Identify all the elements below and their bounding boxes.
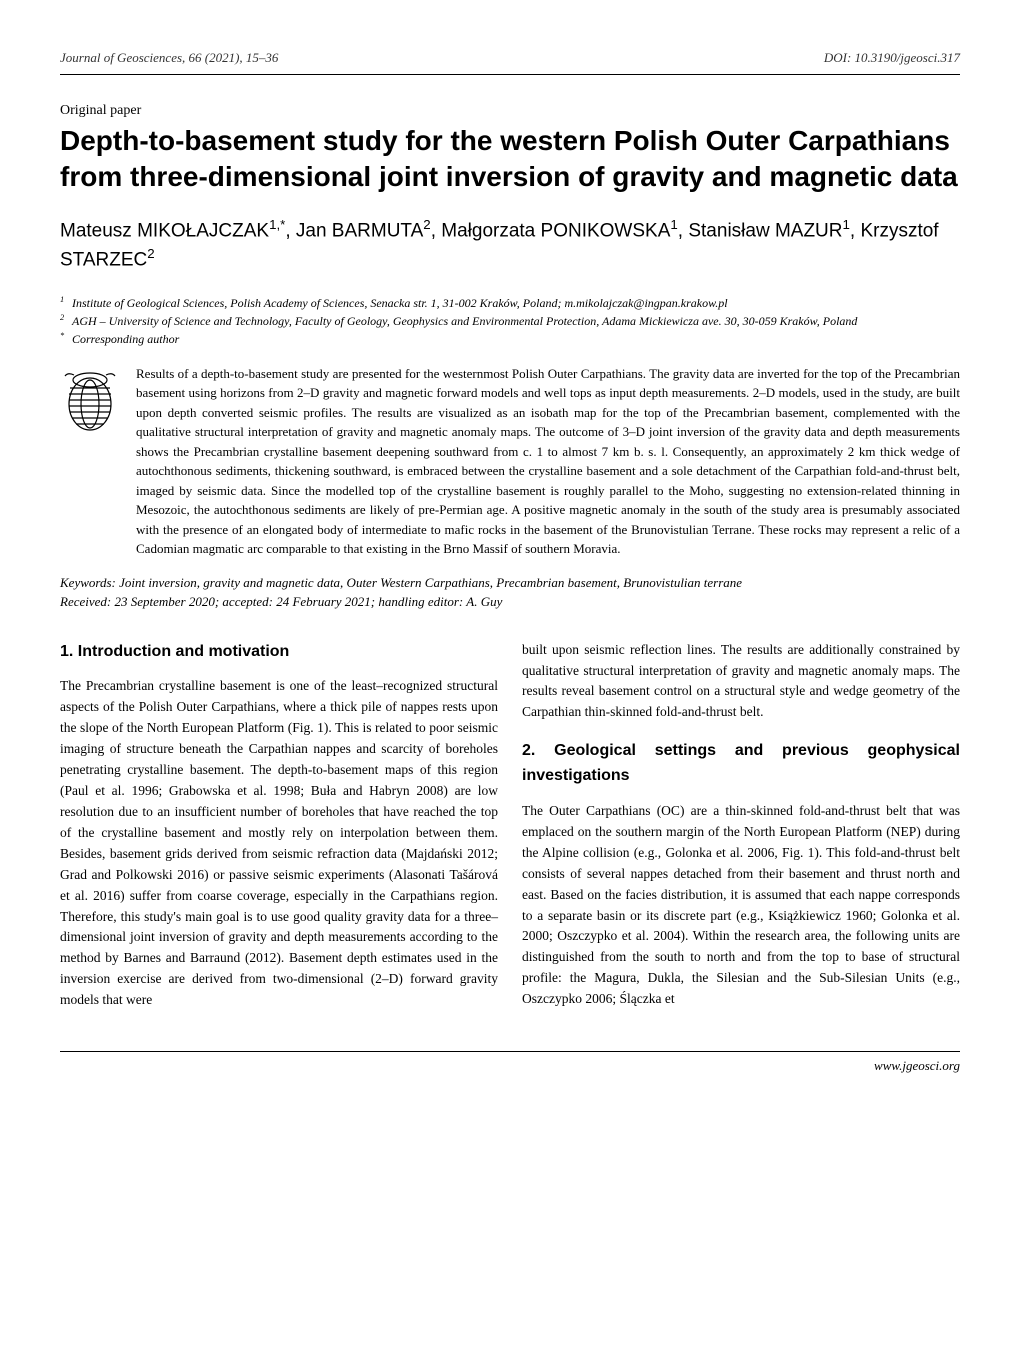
paper-title: Depth-to-basement study for the western … xyxy=(60,123,960,196)
paper-type: Original paper xyxy=(60,103,960,119)
footer-url: www.jgeosci.org xyxy=(874,1058,960,1073)
keywords-block: Keywords: Joint inversion, gravity and m… xyxy=(60,573,960,612)
trilobite-icon xyxy=(60,364,120,559)
abstract-text: Results of a depth-to-basement study are… xyxy=(136,364,960,559)
section-heading: 1. Introduction and motivation xyxy=(60,640,498,665)
body-columns: 1. Introduction and motivation The Preca… xyxy=(60,640,960,1012)
affiliation: * Corresponding author xyxy=(60,330,960,348)
body-paragraph: The Precambrian crystalline basement is … xyxy=(60,676,498,1011)
abstract-section: Results of a depth-to-basement study are… xyxy=(60,364,960,559)
body-paragraph: built upon seismic reflection lines. The… xyxy=(522,640,960,724)
running-header: Journal of Geosciences, 66 (2021), 15–36… xyxy=(60,50,960,66)
affiliation: 2 AGH – University of Science and Techno… xyxy=(60,312,960,330)
affiliations-block: 1 Institute of Geological Sciences, Poli… xyxy=(60,294,960,348)
doi: DOI: 10.3190/jgeosci.317 xyxy=(824,50,960,66)
journal-name: Journal of Geosciences, 66 (2021), 15–36 xyxy=(60,50,278,66)
affiliation-sup: * xyxy=(60,330,72,348)
affiliation-text: AGH – University of Science and Technolo… xyxy=(72,312,857,330)
page-footer: www.jgeosci.org xyxy=(60,1051,960,1074)
affiliation-sup: 2 xyxy=(60,312,72,330)
received-line: Received: 23 September 2020; accepted: 2… xyxy=(60,592,960,612)
affiliation-text: Institute of Geological Sciences, Polish… xyxy=(72,294,728,312)
affiliation-text: Corresponding author xyxy=(72,330,179,348)
left-column: 1. Introduction and motivation The Preca… xyxy=(60,640,498,1012)
keywords-line: Keywords: Joint inversion, gravity and m… xyxy=(60,573,960,593)
right-column: built upon seismic reflection lines. The… xyxy=(522,640,960,1012)
authors-list: Mateusz MIKOŁAJCZAK1,*, Jan BARMUTA2, Ma… xyxy=(60,216,960,274)
body-paragraph: The Outer Carpathians (OC) are a thin-sk… xyxy=(522,801,960,1010)
affiliation-sup: 1 xyxy=(60,294,72,312)
affiliation: 1 Institute of Geological Sciences, Poli… xyxy=(60,294,960,312)
header-divider xyxy=(60,74,960,75)
section-heading: 2. Geological settings and previous geop… xyxy=(522,739,960,789)
